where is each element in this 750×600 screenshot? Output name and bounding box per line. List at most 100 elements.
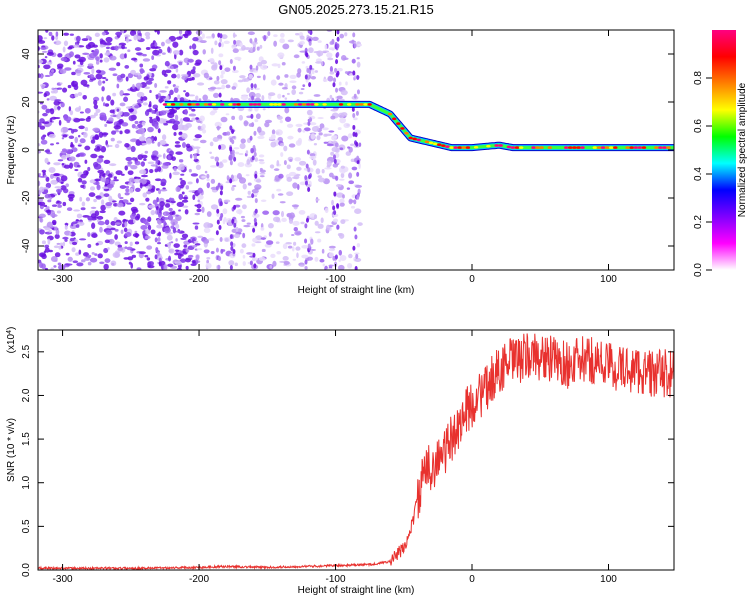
noise-speck <box>174 85 180 89</box>
noise-speck <box>38 201 46 206</box>
noise-speck <box>181 199 189 203</box>
noise-speck <box>226 175 230 181</box>
y-tick-label: 2.5 <box>21 344 32 358</box>
noise-speck <box>164 86 169 89</box>
noise-speck <box>336 95 343 100</box>
noise-speck <box>341 135 349 142</box>
noise-speck <box>339 202 345 207</box>
noise-speck <box>53 100 61 106</box>
noise-speck <box>131 157 136 161</box>
noise-speck <box>276 159 280 167</box>
noise-speck <box>275 129 283 136</box>
noise-speck <box>43 204 48 208</box>
noise-speck <box>205 262 212 269</box>
noise-streak <box>253 130 257 136</box>
noise-speck <box>324 133 332 137</box>
y-tick-label: -20 <box>21 190 32 205</box>
noise-speck <box>78 249 82 255</box>
noise-speck <box>251 188 259 194</box>
noise-speck <box>259 169 266 173</box>
noise-speck <box>206 182 211 189</box>
noise-streak <box>307 30 311 34</box>
noise-speck <box>287 245 293 249</box>
noise-streak <box>153 136 157 142</box>
noise-speck <box>187 58 194 63</box>
noise-speck <box>137 154 144 160</box>
noise-speck <box>69 33 74 36</box>
noise-streak <box>155 94 159 100</box>
noise-speck <box>54 226 58 231</box>
noise-speck <box>206 257 211 260</box>
noise-speck <box>84 145 91 151</box>
noise-streak <box>336 224 340 230</box>
noise-speck <box>122 93 131 96</box>
noise-speck <box>157 242 162 245</box>
noise-speck <box>77 164 81 168</box>
noise-speck <box>162 162 170 166</box>
noise-speck <box>157 166 162 172</box>
noise-speck <box>169 172 172 179</box>
noise-speck <box>104 103 110 107</box>
spectral-peak <box>547 146 553 149</box>
spectral-peak <box>457 146 462 149</box>
noise-streak <box>229 58 233 64</box>
noise-speck <box>167 155 171 160</box>
noise-speck <box>101 76 107 80</box>
noise-speck <box>57 53 63 58</box>
noise-speck <box>186 77 193 81</box>
noise-streak <box>304 180 308 186</box>
noise-speck <box>170 200 176 204</box>
noise-speck <box>322 263 326 267</box>
noise-speck <box>139 202 146 206</box>
noise-speck <box>144 150 149 154</box>
noise-speck <box>161 164 169 169</box>
noise-speck <box>214 121 222 128</box>
noise-speck <box>144 255 149 258</box>
x-tick-label: -100 <box>326 574 346 585</box>
noise-streak <box>335 87 339 93</box>
noise-speck <box>195 178 199 184</box>
noise-speck <box>181 191 185 195</box>
noise-speck <box>76 213 83 219</box>
noise-speck <box>190 69 196 75</box>
noise-speck <box>228 154 233 161</box>
noise-speck <box>189 153 193 159</box>
noise-speck <box>57 177 61 182</box>
noise-speck <box>356 57 360 60</box>
x-tick-label: -200 <box>189 574 209 585</box>
noise-speck <box>286 176 293 182</box>
noise-speck <box>206 259 210 264</box>
spectral-peak <box>314 103 319 106</box>
noise-speck <box>51 87 55 91</box>
figure-title: GN05.2025.273.15.21.R15 <box>278 2 433 17</box>
noise-speck <box>203 240 210 244</box>
colorbar: 0.0 0.2 0.4 0.6 0.8 Normalized spectral ampl… <box>693 30 748 277</box>
noise-streak <box>254 208 258 214</box>
noise-streak <box>229 234 233 240</box>
spectral-peak <box>613 146 618 149</box>
noise-speck <box>210 47 214 54</box>
noise-speck <box>145 80 153 85</box>
noise-speck <box>178 193 184 200</box>
noise-speck <box>95 242 99 246</box>
noise-streak <box>355 110 359 116</box>
noise-speck <box>149 118 154 124</box>
noise-streak <box>356 75 360 81</box>
noise-speck <box>300 88 305 91</box>
noise-speck <box>212 136 219 143</box>
noise-speck <box>141 121 146 126</box>
noise-speck <box>348 199 355 203</box>
noise-speck <box>103 159 111 165</box>
noise-speck <box>315 198 320 201</box>
noise-speck <box>191 43 197 50</box>
noise-streak <box>308 82 312 88</box>
noise-speck <box>53 173 60 177</box>
noise-speck <box>159 90 167 93</box>
noise-speck <box>232 48 239 54</box>
noise-speck <box>348 253 353 259</box>
noise-speck <box>139 182 143 189</box>
noise-speck <box>87 63 94 67</box>
noise-speck <box>54 233 60 239</box>
noise-speck <box>191 108 196 112</box>
